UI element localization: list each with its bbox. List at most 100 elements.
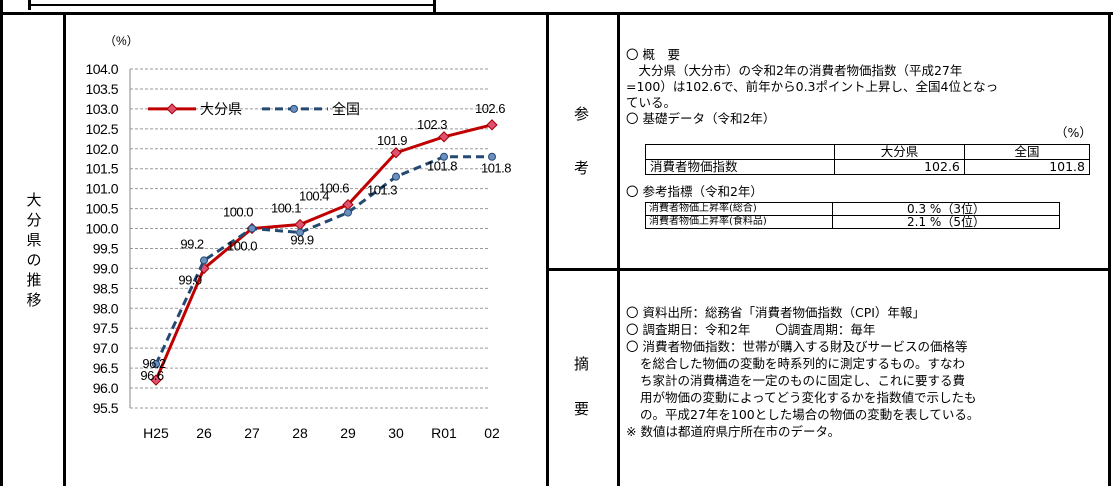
- y-tick-label: 98.5: [93, 280, 119, 296]
- y-tick-label: 98.0: [93, 300, 119, 316]
- summary-line: を総合した物価の変動を時系列的に測定するもの。すなわ: [640, 356, 966, 371]
- summary-line: 〇 消費者物価指数：世帯が購入する財及びサービスの価格等: [626, 339, 968, 354]
- summary-label-1: 摘: [574, 355, 590, 373]
- data-label: 100.0: [223, 205, 253, 220]
- frame-left-inner: [28, 0, 31, 10]
- ref-body-line: 大分県（大分市）の令和2年の消費者物価指数（平成27年: [626, 63, 963, 78]
- summary-line: 〇 調査期日：令和2年 〇調査周期：毎年: [626, 322, 876, 337]
- legend-label-oita: 大分県: [200, 101, 242, 117]
- left-title-char: 移: [26, 291, 42, 309]
- ref-index-title: 〇 参考指標（令和2年）: [626, 184, 763, 199]
- data-label: 101.3: [367, 183, 397, 198]
- data-point-national: [344, 208, 352, 217]
- table-row: 消費者物価上昇率(食料品) 2.1 %（5位）: [645, 215, 1060, 229]
- ref-label-2: 考: [574, 159, 590, 177]
- data-point-national: [248, 224, 256, 233]
- data-point-oita: [342, 198, 354, 211]
- y-tick-label: 100.5: [85, 201, 118, 217]
- legend-marker-oita: [166, 103, 178, 115]
- y-tick-label: 95.5: [93, 400, 119, 416]
- data-label: 96.2: [142, 356, 166, 371]
- summary-line: ち家計の消費構造を一定のものに固定し、これに要する費: [640, 373, 966, 388]
- legend-marker-national: [290, 104, 298, 113]
- frame-side-divider: [617, 14, 620, 486]
- data-label: 100.0: [227, 239, 257, 254]
- y-tick-label: 97.5: [93, 320, 119, 336]
- series-line-oita: [154, 123, 493, 381]
- y-tick-label: 103.0: [85, 101, 118, 117]
- left-title-char: 県: [26, 231, 42, 249]
- cpi-line-chart: （%） 95.5 96.0 96.5 97.0 97.5 98.0 98.5 99.0 99.5 1…: [85, 34, 511, 441]
- y-tick-label: 102.5: [85, 121, 118, 137]
- data-label: 102.3: [417, 117, 447, 132]
- x-tick-label: 29: [340, 425, 356, 441]
- left-title-char: 分: [26, 211, 42, 229]
- basic-data-unit: （%）: [1055, 125, 1092, 140]
- table-row: 消費者物価上昇率(総合) 0.3 %（3位）: [645, 202, 1060, 216]
- summary-line: ※ 数値は都道府県庁所在市のデータ。: [626, 424, 841, 439]
- left-title-char: 推: [26, 271, 42, 289]
- y-tick-label: 103.5: [85, 81, 118, 97]
- basic-data-title: 〇 基礎データ（令和2年）: [626, 111, 776, 126]
- x-tick-label: 02: [484, 425, 500, 441]
- ref-label-1: 参: [574, 105, 590, 123]
- data-label: 101.9: [377, 133, 407, 148]
- y-tick-label: 97.0: [93, 340, 119, 356]
- frame-right: [1108, 14, 1111, 486]
- data-label: 102.6: [475, 101, 505, 116]
- data-point-oita: [294, 218, 306, 231]
- frame-chart-right: [546, 14, 549, 486]
- y-tick-label: 99.5: [93, 240, 119, 256]
- ref-index-table: 消費者物価上昇率(総合) 0.3 %（3位） 消費者物価上昇率(食料品) 2.1…: [645, 202, 1060, 229]
- table-header-cell: 大分県: [834, 144, 965, 160]
- y-tick-label: 104.0: [85, 61, 118, 77]
- unit-label: （%）: [104, 34, 139, 48]
- table-cell: 消費者物価上昇率(食料品): [645, 215, 833, 229]
- left-title: 大 分 県 の 推 移: [20, 190, 48, 310]
- top-title-underline: [30, 4, 435, 6]
- series-line-national: [154, 155, 492, 365]
- data-point-oita: [390, 147, 402, 159]
- table-row: 消費者物価指数 102.6 101.8: [645, 159, 1091, 175]
- data-label: 101.8: [481, 161, 511, 176]
- data-point-national: [488, 152, 496, 161]
- data-label: 99.2: [180, 236, 204, 251]
- y-tick-label: 102.0: [85, 141, 118, 157]
- left-title-char: の: [26, 251, 42, 269]
- summary-line: の。平成27年を100とした場合の物価の変動を表している。: [640, 407, 980, 422]
- summary-line: 〇 資料出所：総務省「消費者物価指数（CPI）年報」: [626, 305, 925, 320]
- legend-label-national: 全国: [332, 101, 360, 117]
- table-header-cell: 全国: [963, 144, 1091, 160]
- y-tick-label: 96.0: [93, 380, 119, 396]
- basic-data-table: 大分県 全国 消費者物価指数 102.6 101.8: [645, 144, 1091, 175]
- y-tick-label: 99.0: [93, 260, 119, 276]
- frame-title-right: [433, 0, 436, 12]
- table-header-row: 大分県 全国: [645, 144, 1091, 160]
- data-label: 99.9: [290, 233, 314, 248]
- data-label: 100.6: [319, 181, 349, 196]
- y-tick-label: 101.5: [85, 161, 118, 177]
- x-tick-label: 26: [196, 425, 212, 441]
- table-header-cell: [645, 144, 835, 160]
- data-point-national: [440, 152, 448, 161]
- x-tick-label: 27: [244, 425, 260, 441]
- data-label: 100.4: [299, 189, 329, 204]
- summary-label-2: 要: [574, 400, 590, 418]
- data-point-national: [200, 256, 208, 265]
- data-label: 100.1: [271, 201, 301, 216]
- frame-left-outer: [0, 0, 3, 486]
- y-tick-label: 96.5: [93, 360, 119, 376]
- table-cell: 102.6: [834, 159, 965, 175]
- data-label: 96.6: [140, 368, 164, 383]
- data-label: 99.0: [178, 272, 202, 287]
- table-cell: 0.3 %（3位）: [832, 202, 1060, 216]
- data-point-national: [392, 172, 400, 181]
- frame-label-divider: [63, 14, 66, 486]
- y-tick-label: 100.0: [85, 221, 118, 237]
- summary-line: 用が物価の変動によってどう変化するかを指数値で示したも: [640, 390, 977, 405]
- data-label: 101.8: [427, 159, 457, 174]
- ref-body-line: ている。: [626, 95, 677, 110]
- y-tick-label: 101.0: [85, 181, 118, 197]
- ref-heading: 〇 概 要: [626, 47, 680, 62]
- data-point-oita: [150, 374, 162, 386]
